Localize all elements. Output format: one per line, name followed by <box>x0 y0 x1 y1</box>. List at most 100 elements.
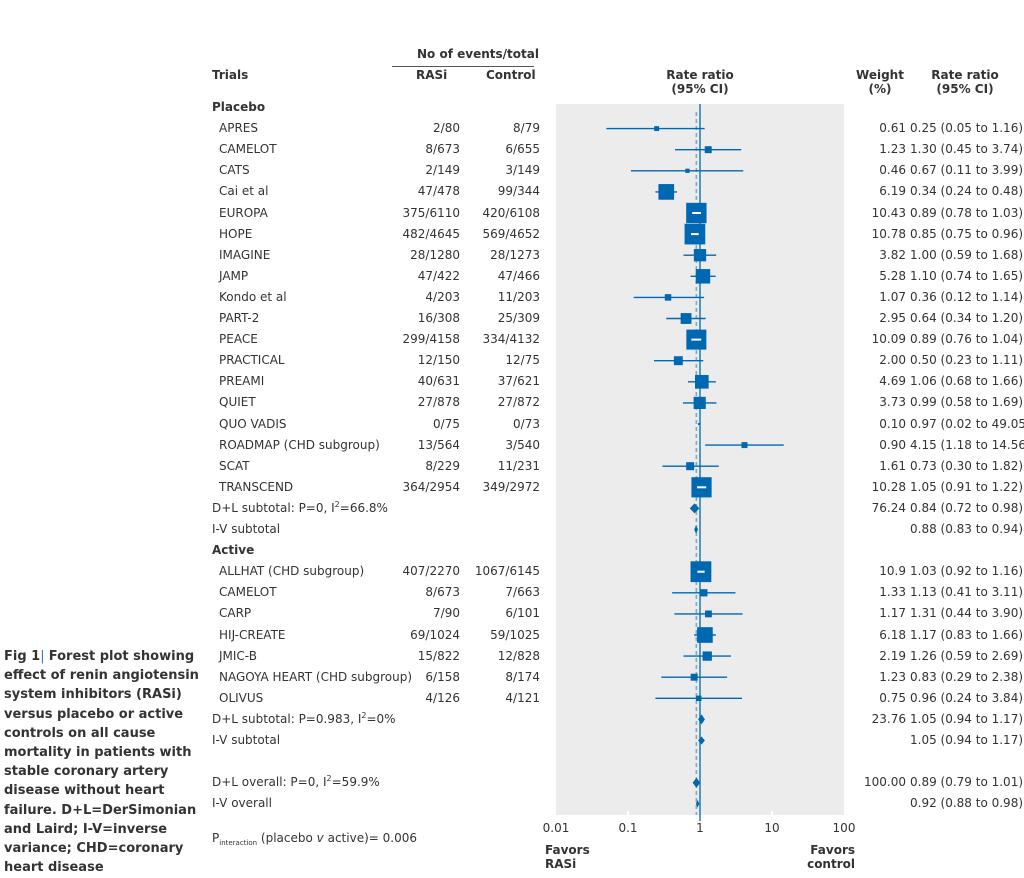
study-square <box>673 356 683 366</box>
rate-ratio-ci: 0.50 (0.23 to 1.11) <box>910 353 1024 368</box>
rate-ratio-ci: 0.85 (0.75 to 0.96) <box>910 226 1024 241</box>
rasi-events: 4/203 <box>425 289 460 304</box>
study-square <box>654 126 660 132</box>
rate-ratio-ci: 4.15 (1.18 to 14.56) <box>910 437 1024 452</box>
rate-ratio-ci: 1.17 (0.83 to 1.66) <box>910 627 1024 642</box>
control-header: Control <box>486 68 536 82</box>
weight-value: 1.07 <box>879 289 906 304</box>
weight-value: 76.24 <box>871 500 906 515</box>
study-name: ROADMAP (CHD subgroup) <box>219 437 380 452</box>
rasi-events: 375/6110 <box>402 205 461 220</box>
weight-value: 3.82 <box>879 247 906 262</box>
rate-ratio-ci: 0.67 (0.11 to 3.99) <box>910 163 1024 178</box>
rasi-events: 482/4645 <box>402 226 461 241</box>
figure-label: Fig 1 <box>4 649 41 664</box>
control-events: 27/872 <box>497 395 540 410</box>
p-interaction: Pinteraction (placebo v active)= 0.006 <box>212 831 417 850</box>
control-events: 4/121 <box>505 690 540 705</box>
rate-ratio-ci: 0.97 (0.02 to 49.05) <box>910 416 1024 431</box>
rasi-events: 27/878 <box>417 395 460 410</box>
weight-value: 10.28 <box>871 479 906 494</box>
study-square <box>690 673 698 681</box>
summary-label-text: I-V subtotal <box>212 733 281 747</box>
weight-value: 6.19 <box>879 184 906 199</box>
rate-ratio-ci: 0.99 (0.58 to 1.69) <box>910 395 1024 410</box>
study-name: SCAT <box>219 458 250 473</box>
weight-value: 6.18 <box>879 627 906 642</box>
rasi-header: RASi <box>416 68 448 82</box>
control-events: 8/174 <box>505 669 540 684</box>
weight-value: 0.90 <box>879 437 906 452</box>
rate-ratio-ci: 0.73 (0.30 to 1.82) <box>910 458 1024 473</box>
weight-value: 0.61 <box>879 121 906 136</box>
figure-caption: Fig 1| Forest plot showing effect of ren… <box>4 647 209 877</box>
study-name: APRES <box>219 121 258 136</box>
control-events: 334/4132 <box>482 332 541 347</box>
control-events: 12/75 <box>505 353 540 368</box>
study-name: EUROPA <box>219 205 268 220</box>
weight-value: 1.23 <box>879 142 906 157</box>
rasi-events: 47/478 <box>417 184 460 199</box>
summary-diamond <box>698 736 705 745</box>
study-square <box>705 610 712 618</box>
study-square <box>700 589 708 597</box>
rasi-events: 69/1024 <box>410 627 460 642</box>
study-square <box>695 374 709 389</box>
rasi-events: 12/150 <box>417 353 460 368</box>
control-events: 99/344 <box>497 184 540 199</box>
weight-value: 2.00 <box>879 353 906 368</box>
study-name: JMIC-B <box>219 648 257 663</box>
x-tick-label: 1 <box>696 821 704 835</box>
rate-ratio-ci: 1.06 (0.68 to 1.66) <box>910 374 1024 389</box>
rate-ratio-ci: 1.03 (0.92 to 1.16) <box>910 564 1024 579</box>
summary-label-tail: =66.8% <box>339 500 388 515</box>
study-square <box>664 294 672 301</box>
weight-value: 0.10 <box>879 416 906 431</box>
weight-value: 1.33 <box>879 585 906 600</box>
summary-diamond <box>698 714 705 725</box>
study-name: CAMELOT <box>219 142 277 157</box>
rasi-events: 299/4158 <box>402 332 461 347</box>
weight-value: 1.61 <box>879 458 906 473</box>
rate-ratio-ci: 0.89 (0.79 to 1.01) <box>910 775 1024 790</box>
rasi-events: 15/822 <box>417 648 460 663</box>
control-events: 6/101 <box>505 606 540 621</box>
weight-value: 10.09 <box>871 332 906 347</box>
rasi-events: 407/2270 <box>402 564 461 579</box>
weight-value: 4.69 <box>879 374 906 389</box>
control-events: 7/663 <box>505 585 540 600</box>
weight-value: 10.43 <box>871 205 906 220</box>
rasi-events: 8/673 <box>425 585 460 600</box>
x-tick-label: 10 <box>764 821 780 835</box>
x-tick-label: 100 <box>832 821 856 835</box>
group-heading: Active <box>212 543 255 558</box>
study-square <box>702 651 712 661</box>
summary-diamond <box>696 799 700 808</box>
rasi-events: 8/229 <box>425 458 460 473</box>
rate-ratio-ci: 1.05 (0.91 to 1.22) <box>910 479 1024 494</box>
control-events: 11/231 <box>497 458 540 473</box>
study-name: CARP <box>219 606 252 621</box>
events-group-header: No of events/total <box>417 47 539 61</box>
rasi-events: 364/2954 <box>402 479 461 494</box>
study-square <box>695 269 711 284</box>
rasi-events: 47/422 <box>417 268 460 283</box>
weight-value: 0.75 <box>879 690 906 705</box>
rate-ratio-ci: 1.05 (0.94 to 1.17) <box>910 711 1024 726</box>
rasi-events: 7/90 <box>433 606 460 621</box>
x-tick-label: 0.01 <box>542 821 570 835</box>
summary-label-text: D+L subtotal: P=0, I <box>212 500 335 515</box>
study-square <box>680 313 692 324</box>
p-interaction-sub: interaction <box>219 839 258 847</box>
summary-label: I-V overall <box>212 796 272 810</box>
rate-ratio-ci: 0.89 (0.76 to 1.04) <box>910 332 1024 347</box>
study-square <box>658 184 675 200</box>
study-name: CATS <box>219 163 250 178</box>
favors-left-line2: RASi <box>545 857 577 871</box>
study-name: QUIET <box>219 395 256 410</box>
study-name: PRACTICAL <box>219 353 285 368</box>
favors-left-line1: Favors <box>545 843 590 857</box>
control-events: 569/4652 <box>482 226 541 241</box>
summary-label: I-V subtotal <box>212 733 280 747</box>
